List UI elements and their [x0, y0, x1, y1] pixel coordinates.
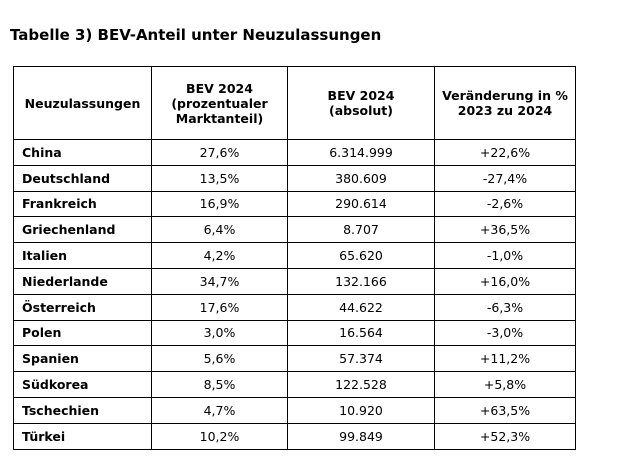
- change-percent-cell: +16,0%: [434, 267, 576, 295]
- table-row: Italien 4,2% 65.620 -1,0%: [13, 242, 576, 269]
- market-share-cell: 34,7%: [151, 267, 288, 295]
- absolute-count-cell: 10.920: [287, 396, 435, 424]
- change-percent-cell: -3,0%: [434, 319, 576, 347]
- table-row: Griechenland 6,4% 8.707 +36,5%: [13, 216, 576, 244]
- change-percent-cell: +22,6%: [434, 139, 576, 166]
- absolute-count-cell: 57.374: [287, 345, 435, 373]
- column-header-line: Veränderung in %: [442, 88, 568, 103]
- absolute-count-cell: 16.564: [287, 319, 435, 347]
- change-percent-cell: -27,4%: [434, 164, 576, 192]
- country-cell: Griechenland: [13, 216, 152, 244]
- table-row: Südkorea 8,5% 122.528 +5,8%: [13, 371, 576, 398]
- table-row: Spanien 5,6% 57.374 +11,2%: [13, 345, 576, 373]
- change-percent-cell: +36,5%: [434, 216, 576, 244]
- market-share-cell: 4,7%: [151, 396, 288, 424]
- market-share-cell: 3,0%: [151, 319, 288, 347]
- table-row: Niederlande 34,7% 132.166 +16,0%: [13, 267, 576, 295]
- change-percent-cell: +5,8%: [434, 371, 576, 398]
- table-row: Frankreich 16,9% 290.614 -2,6%: [13, 190, 576, 218]
- column-header-line: Marktanteil): [175, 110, 264, 126]
- country-cell: Deutschland: [13, 164, 152, 192]
- bev-share-table: Neuzulassungen BEV 2024 (prozentualer Markt…: [13, 66, 576, 450]
- country-cell: Südkorea: [13, 371, 152, 398]
- table-row: Tschechien 4,7% 10.920 +63,5%: [13, 396, 576, 424]
- change-percent-cell: -1,0%: [434, 242, 576, 269]
- market-share-cell: 16,9%: [151, 190, 288, 218]
- table-row: China 27,6% 6.314.999 +22,6%: [13, 139, 576, 166]
- absolute-count-cell: 122.528: [287, 371, 435, 398]
- country-cell: Niederlande: [13, 267, 152, 295]
- column-header-line: (absolut): [329, 103, 393, 118]
- table-row: Türkei 10,2% 99.849 +52,3%: [13, 422, 576, 450]
- column-header-3: BEV 2024 (absolut): [287, 66, 435, 140]
- absolute-count-cell: 6.314.999: [287, 139, 435, 166]
- country-cell: Italien: [13, 242, 152, 269]
- change-percent-cell: -6,3%: [434, 293, 576, 321]
- market-share-cell: 13,5%: [151, 164, 288, 192]
- market-share-cell: 8,5%: [151, 371, 288, 398]
- country-cell: Tschechien: [13, 396, 152, 424]
- absolute-count-cell: 65.620: [287, 242, 435, 269]
- change-percent-cell: +11,2%: [434, 345, 576, 373]
- column-header-line: (prozentualer: [171, 95, 268, 111]
- change-percent-cell: +52,3%: [434, 422, 576, 450]
- absolute-count-cell: 44.622: [287, 293, 435, 321]
- country-cell: Türkei: [13, 422, 152, 450]
- column-header-1: Neuzulassungen: [13, 66, 152, 140]
- market-share-cell: 5,6%: [151, 345, 288, 373]
- country-cell: Spanien: [13, 345, 152, 373]
- market-share-cell: 27,6%: [151, 139, 288, 166]
- country-cell: Österreich: [13, 293, 152, 321]
- column-header-line: Neuzulassungen: [24, 95, 141, 111]
- market-share-cell: 6,4%: [151, 216, 288, 244]
- change-percent-cell: +63,5%: [434, 396, 576, 424]
- column-header-line: BEV 2024: [327, 88, 395, 103]
- column-header-2: BEV 2024 (prozentualer Marktanteil): [151, 66, 288, 140]
- table-row: Deutschland 13,5% 380.609 -27,4%: [13, 164, 576, 192]
- country-cell: Polen: [13, 319, 152, 347]
- table-row: Polen 3,0% 16.564 -3,0%: [13, 319, 576, 347]
- market-share-cell: 10,2%: [151, 422, 288, 450]
- column-header-4: Veränderung in % 2023 zu 2024: [434, 66, 576, 140]
- absolute-count-cell: 380.609: [287, 164, 435, 192]
- absolute-count-cell: 8.707: [287, 216, 435, 244]
- absolute-count-cell: 290.614: [287, 190, 435, 218]
- column-header-line: 2023 zu 2024: [457, 103, 553, 118]
- column-header-line: BEV 2024: [186, 80, 253, 96]
- table-row: Österreich 17,6% 44.622 -6,3%: [13, 293, 576, 321]
- absolute-count-cell: 132.166: [287, 267, 435, 295]
- market-share-cell: 4,2%: [151, 242, 288, 269]
- market-share-cell: 17,6%: [151, 293, 288, 321]
- table-header-row: Neuzulassungen BEV 2024 (prozentualer Markt…: [13, 66, 576, 140]
- country-cell: China: [13, 139, 152, 166]
- country-cell: Frankreich: [13, 190, 152, 218]
- absolute-count-cell: 99.849: [287, 422, 435, 450]
- table-body: China 27,6% 6.314.999 +22,6% Deutschland 13,5…: [13, 139, 576, 450]
- change-percent-cell: -2,6%: [434, 190, 576, 218]
- table-title: Tabelle 3) BEV-Anteil unter Neuzulassung…: [10, 26, 382, 44]
